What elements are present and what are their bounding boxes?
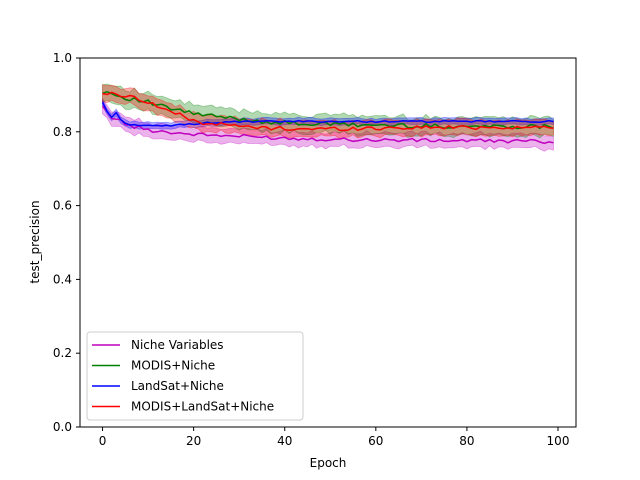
x-axis-label: Epoch [310, 456, 347, 470]
plot-frame [79, 57, 577, 428]
x-tick-label: 40 [277, 434, 292, 448]
x-tick-label: 80 [459, 434, 474, 448]
x-tick-label: 60 [368, 434, 383, 448]
legend-label: MODIS+Niche [131, 359, 215, 373]
legend-label: MODIS+LandSat+Niche [131, 400, 274, 414]
legend-box [86, 331, 304, 421]
x-tick-label: 20 [186, 434, 201, 448]
x-axis-ticks: 0 20 40 60 80 100 [99, 427, 570, 448]
y-tick-label: 0.8 [53, 125, 72, 139]
series-line-niche-variables [101, 105, 554, 145]
series-line-landsat-niche [101, 101, 554, 127]
legend: Niche Variables MODIS+Niche LandSat+Niche M… [86, 331, 304, 421]
x-tick-label: 0 [99, 434, 107, 448]
legend-label: Niche Variables [131, 338, 224, 352]
y-tick-label: 0.2 [53, 346, 72, 360]
y-axis-ticks: 0.0 0.2 0.4 0.6 0.8 1.0 [53, 51, 80, 434]
y-tick-label: 1.0 [53, 51, 72, 65]
series-lines [101, 91, 554, 145]
legend-label: LandSat+Niche [131, 379, 224, 393]
y-axis-label: test_precision [28, 200, 42, 283]
series-line-modis-niche [102, 91, 554, 130]
series-line-modis-landsat-niche [102, 91, 554, 132]
band-niche-variables [102, 97, 554, 152]
x-tick-label: 100 [547, 434, 570, 448]
y-tick-label: 0.6 [53, 199, 72, 213]
y-tick-label: 0.4 [53, 272, 72, 286]
y-tick-label: 0.0 [53, 420, 72, 434]
